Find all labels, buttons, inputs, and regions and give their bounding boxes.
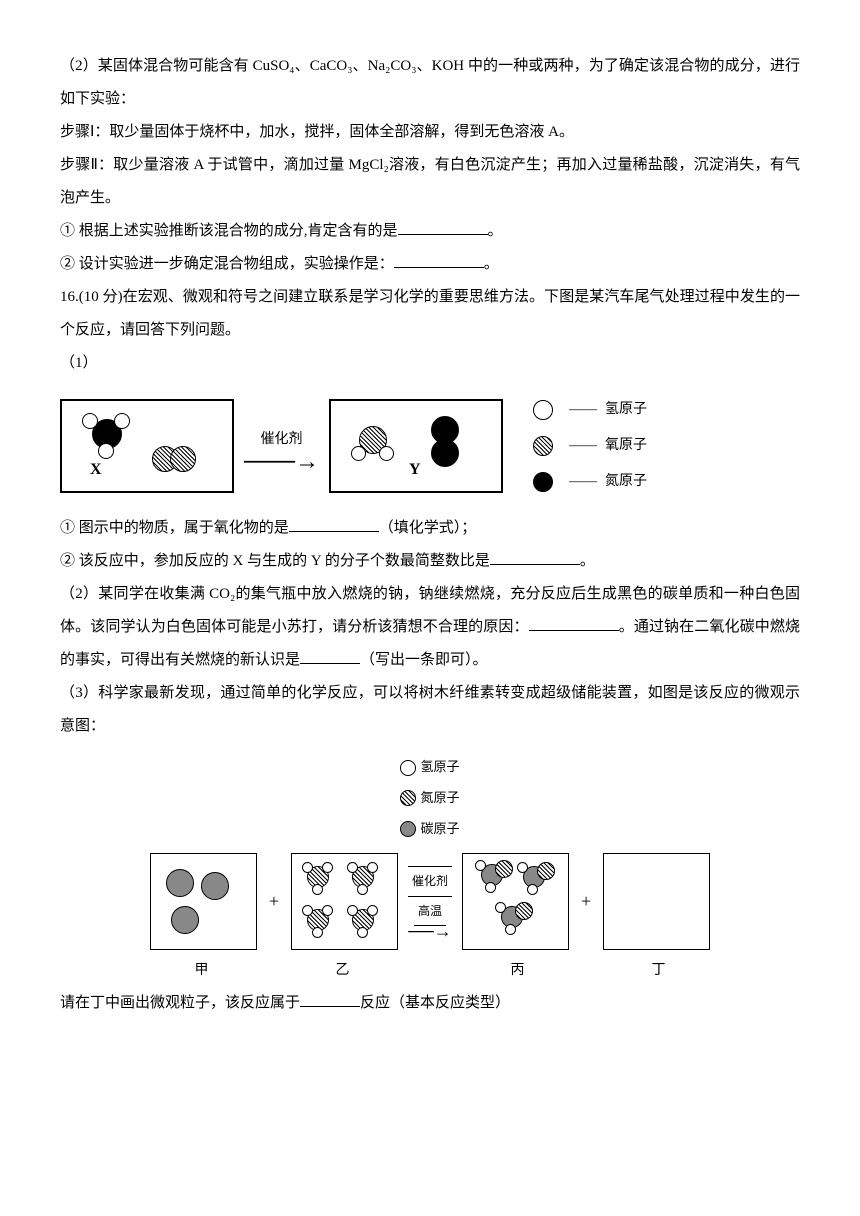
atom-legend: ——氢原子 ——氧原子 ——氮原子: [533, 390, 647, 502]
box-yi: [291, 853, 398, 950]
blank: [300, 648, 360, 664]
legend-h: 氢原子: [605, 395, 647, 426]
paragraph: （2）某固体混合物可能含有 CuSO₄、CaCO₃、Na₂CO₃、KOH 中的一…: [60, 50, 800, 116]
blank: [529, 615, 619, 631]
legend-n: 氮原子: [605, 467, 647, 498]
diagram2-legend: 氢原子 氮原子 碳原子: [60, 753, 800, 843]
product-box-y: Y: [329, 399, 503, 493]
box-jia: [150, 853, 257, 950]
text: ② 设计实验进一步确定混合物组成，实验操作是：: [60, 256, 394, 272]
paragraph: 请在丁中画出微观粒子，该反应属于 反应（基本反应类型）: [60, 987, 800, 1020]
reaction-arrow-2: 催化剂 高温 ──→: [408, 866, 452, 937]
box-labels: 甲 乙 丙 丁: [60, 956, 800, 987]
blank: [394, 252, 484, 268]
label-bing: 丙: [465, 956, 570, 987]
reaction-arrow: 催化剂 ───→: [244, 425, 319, 468]
x-label: X: [90, 452, 102, 487]
paragraph: ① 根据上述实验推断该混合物的成分,肯定含有的是 。: [60, 215, 800, 248]
box-bing: [462, 853, 569, 950]
text: （写出一条即可）。: [360, 652, 488, 668]
paragraph: 步骤Ⅰ：取少量固体于烧杯中，加水，搅拌，固体全部溶解，得到无色溶液 A。: [60, 116, 800, 149]
box-ding: [603, 853, 710, 950]
paragraph: ② 设计实验进一步确定混合物组成，实验操作是： 。: [60, 248, 800, 281]
plus-icon: +: [269, 882, 279, 922]
paragraph: 步骤Ⅱ：取少量溶液 A 于试管中，滴加过量 MgCl₂溶液，有白色沉淀产生；再加…: [60, 149, 800, 215]
plus-icon: +: [581, 882, 591, 922]
blank: [490, 549, 580, 565]
text: ② 该反应中，参加反应的 X 与生成的 Y 的分子个数最简整数比是: [60, 553, 490, 569]
reaction-diagram-1: X 催化剂 ───→ Y ——氢原子 ——氧原子 ——氮原子: [60, 390, 800, 502]
text: 。: [488, 223, 503, 239]
label-ding: 丁: [606, 956, 711, 987]
text: ① 图示中的物质，属于氧化物的是: [60, 520, 289, 536]
blank: [300, 991, 360, 1007]
reactant-box-x: X: [60, 399, 234, 493]
y-label: Y: [409, 452, 421, 487]
paragraph: （1）: [60, 347, 800, 380]
text: ① 根据上述实验推断该混合物的成分,肯定含有的是: [60, 223, 398, 239]
text: （填化学式）；: [379, 520, 477, 536]
legend-o: 氧原子: [605, 431, 647, 462]
text: 。: [580, 553, 595, 569]
text: 请在丁中画出微观粒子，该反应属于: [60, 995, 300, 1011]
text: 。: [484, 256, 499, 272]
label-jia: 甲: [149, 956, 254, 987]
leg-n: 氮原子: [420, 784, 459, 813]
paragraph: 16.(10 分)在宏观、微观和符号之间建立联系是学习化学的重要思维方法。下图是…: [60, 281, 800, 347]
leg-c: 碳原子: [420, 815, 459, 844]
reaction-diagram-2: + 催化剂 高温 ──→: [60, 853, 800, 950]
blank: [398, 219, 488, 235]
paragraph: ① 图示中的物质，属于氧化物的是 （填化学式）；: [60, 512, 800, 545]
label-yi: 乙: [290, 956, 395, 987]
blank: [289, 516, 379, 532]
text: 反应（基本反应类型）: [360, 995, 510, 1011]
arrow-text-top: 催化剂: [408, 866, 452, 896]
leg-h: 氢原子: [420, 753, 459, 782]
paragraph: （3）科学家最新发现，通过简单的化学反应，可以将树木纤维素转变成超级储能装置，如…: [60, 677, 800, 743]
paragraph: ② 该反应中，参加反应的 X 与生成的 Y 的分子个数最简整数比是 。: [60, 545, 800, 578]
paragraph: （2）某同学在收集满 CO₂的集气瓶中放入燃烧的钠，钠继续燃烧，充分反应后生成黑…: [60, 578, 800, 677]
